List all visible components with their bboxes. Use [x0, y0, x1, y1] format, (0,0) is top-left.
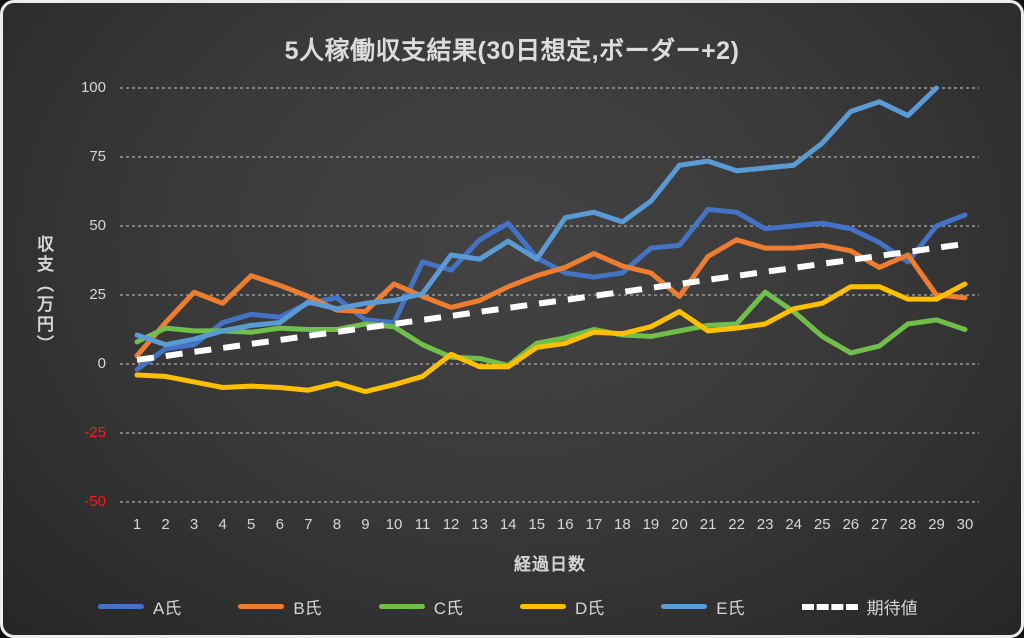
legend-item-a[interactable]: A氏 [98, 594, 181, 619]
x-tick-label: 26 [842, 516, 860, 533]
legend-swatch-e [661, 604, 708, 609]
x-tick-label: 29 [928, 516, 945, 533]
legend-swatch-d [519, 604, 566, 609]
legend-label-expected: 期待値 [866, 599, 918, 618]
y-axis-title: 収支（万円） [34, 235, 53, 355]
x-tick-label: 17 [585, 516, 603, 533]
y-tick-label: 25 [89, 286, 106, 303]
x-tick-label: 19 [642, 516, 660, 533]
series-line-2[interactable] [134, 289, 968, 368]
legend-label-d: D氏 [574, 599, 605, 618]
legend-swatch-c [378, 604, 425, 609]
legend-item-c[interactable]: C氏 [378, 594, 463, 619]
x-tick-label: 8 [332, 516, 342, 533]
legend-label-e: E氏 [716, 599, 745, 618]
y-tick-label: 100 [80, 79, 106, 96]
x-tick-label: 5 [247, 516, 256, 533]
x-tick-label: 20 [671, 516, 688, 533]
x-tick-label: 9 [361, 516, 370, 533]
x-tick-label: 27 [871, 516, 888, 533]
x-tick-label: 3 [189, 516, 199, 533]
x-tick-label: 11 [414, 516, 431, 533]
x-axis-title: 経過日数 [514, 555, 586, 574]
legend-label-c: C氏 [433, 599, 463, 618]
legend-swatch-expected [801, 603, 858, 610]
series-line-3[interactable] [134, 281, 968, 395]
chart-title: 5人稼働収支結果(30日想定,ボーダー+2) [284, 37, 740, 65]
x-tick-label: 30 [956, 516, 974, 533]
x-tick-label: 23 [756, 516, 774, 533]
legend-swatch-b [238, 604, 285, 609]
x-tick-label: 15 [528, 516, 546, 533]
legend-item-expected[interactable]: 期待値 [801, 594, 918, 619]
legend-item-b[interactable]: B氏 [238, 594, 322, 619]
y-tick-label: -25 [84, 424, 106, 441]
chart-legend: A氏 B氏 C氏 D氏 E氏 期待値 [98, 594, 958, 619]
chart-plot-area [120, 85, 979, 503]
y-tick-label: 0 [97, 355, 106, 372]
series-line-5[interactable] [136, 240, 966, 363]
x-tick-label: 7 [304, 516, 313, 533]
x-tick-label: 1 [132, 516, 142, 533]
x-tick-label: 18 [614, 516, 631, 533]
x-tick-label: 25 [813, 516, 831, 533]
series-line-0[interactable] [134, 206, 968, 373]
legend-label-b: B氏 [293, 599, 322, 618]
x-tick-label: 10 [385, 516, 403, 533]
x-tick-label: 4 [218, 516, 227, 533]
x-tick-label: 14 [499, 516, 517, 533]
y-tick-label: 75 [89, 148, 106, 165]
series-line-4[interactable] [134, 85, 939, 348]
legend-swatch-a [98, 604, 144, 609]
x-tick-label: 6 [275, 516, 284, 533]
y-tick-label: -50 [84, 493, 106, 510]
legend-label-a: A氏 [153, 599, 182, 618]
legend-item-e[interactable]: E氏 [661, 594, 745, 619]
x-tick-label: 16 [556, 516, 574, 533]
x-tick-label: 21 [699, 516, 717, 533]
x-tick-label: 22 [728, 516, 745, 533]
legend-item-d[interactable]: D氏 [519, 594, 605, 619]
series-line-1[interactable] [134, 237, 968, 359]
x-tick-label: 13 [471, 516, 488, 533]
x-tick-label: 28 [899, 516, 917, 533]
y-tick-label: 50 [89, 217, 106, 234]
x-tick-label: 2 [161, 516, 170, 533]
x-tick-label: 12 [442, 516, 460, 533]
x-tick-label: 24 [785, 516, 803, 533]
